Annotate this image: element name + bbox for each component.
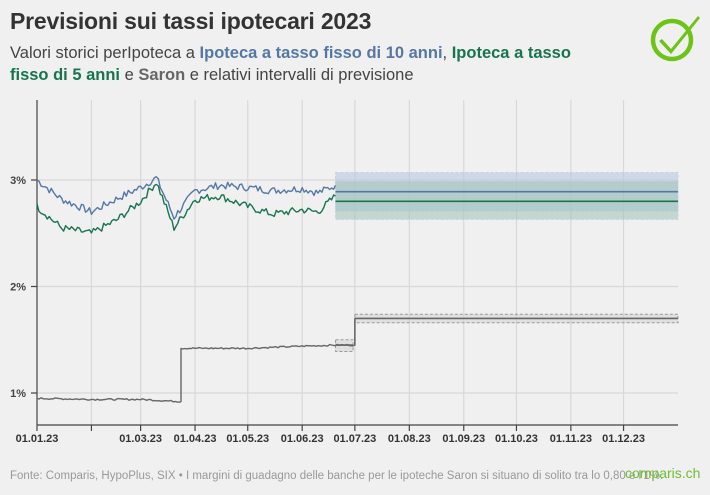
subtitle-sep: , [442, 44, 452, 62]
svg-text:01.01.23: 01.01.23 [16, 433, 59, 445]
svg-text:01.12.23: 01.12.23 [602, 433, 645, 445]
svg-text:01.10.23: 01.10.23 [495, 433, 538, 445]
chart-subtitle: Valori storici perIpoteca a Ipoteca a ta… [10, 42, 610, 86]
subtitle-sep: e [120, 66, 139, 84]
legend-saron: Saron [138, 66, 186, 84]
subtitle-suffix: e relativi intervalli di previsione [185, 66, 414, 84]
svg-text:2%: 2% [10, 282, 26, 294]
svg-text:3%: 3% [10, 175, 26, 187]
svg-text:01.03.23: 01.03.23 [119, 433, 162, 445]
svg-text:01.08.23: 01.08.23 [388, 433, 431, 445]
subtitle-prefix: Valori storici perIpoteca a [10, 44, 200, 62]
legend-fixed5: Ipoteca a tasso fisso di 5 anni [10, 44, 571, 84]
svg-text:01.06.23: 01.06.23 [281, 433, 324, 445]
brand-logo: comparis.ch [625, 465, 701, 481]
svg-text:01.04.23: 01.04.23 [174, 433, 217, 445]
svg-text:01.09.23: 01.09.23 [442, 433, 485, 445]
svg-text:01.05.23: 01.05.23 [226, 433, 269, 445]
line-chart: 1% 2% 3% 01.01.23 01.03.23 01.04.23 01.05.23 01… [10, 100, 679, 445]
svg-text:01.11.23: 01.11.23 [550, 433, 592, 445]
source-note: Fonte: Comparis, HypoPlus, SIX • I margi… [10, 470, 664, 482]
svg-text:1%: 1% [10, 388, 26, 400]
checkmark-circle-icon [650, 16, 700, 62]
legend-fixed10: Ipoteca a tasso fisso di 10 anni [199, 44, 443, 62]
svg-text:01.07.23: 01.07.23 [333, 433, 376, 445]
chart-title: Previsioni sui tassi ipotecari 2023 [10, 8, 372, 34]
